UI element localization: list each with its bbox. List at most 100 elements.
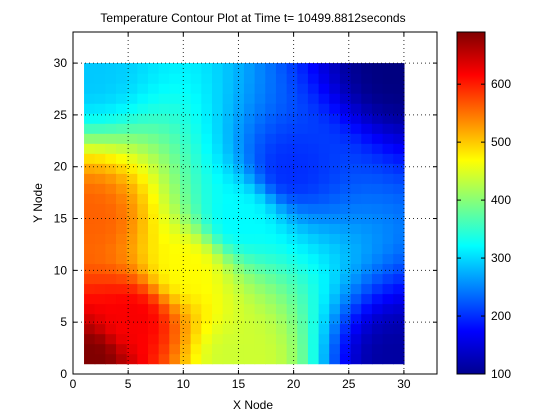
heat-cell bbox=[137, 314, 148, 325]
heat-cell bbox=[127, 153, 138, 164]
heat-cell bbox=[191, 163, 202, 174]
heat-cell bbox=[84, 63, 95, 74]
heat-cell bbox=[95, 123, 106, 134]
heat-cell bbox=[137, 223, 148, 234]
heat-cell bbox=[244, 304, 255, 315]
heat-cell bbox=[201, 103, 212, 114]
heat-cell bbox=[159, 253, 170, 264]
heat-cell bbox=[137, 63, 148, 74]
heat-cell bbox=[383, 283, 394, 294]
heat-cell bbox=[223, 173, 234, 184]
heat-cell bbox=[276, 243, 287, 254]
heat-cell bbox=[297, 273, 308, 284]
heat-cell bbox=[223, 63, 234, 74]
heat-cell bbox=[105, 243, 116, 254]
heat-cell bbox=[287, 324, 298, 335]
heat-cell bbox=[148, 273, 159, 284]
heat-cell bbox=[319, 203, 330, 214]
heat-cell bbox=[191, 294, 202, 305]
heat-cell bbox=[95, 324, 106, 335]
x-tick-label: 5 bbox=[125, 377, 132, 391]
heat-cell bbox=[212, 354, 223, 365]
heat-cell bbox=[287, 73, 298, 84]
heat-cell bbox=[180, 63, 191, 74]
heat-cell bbox=[393, 294, 404, 305]
heat-cell bbox=[308, 63, 319, 74]
heat-cell bbox=[265, 163, 276, 174]
heat-cell bbox=[180, 163, 191, 174]
heat-cell bbox=[212, 223, 223, 234]
heat-cell bbox=[148, 334, 159, 345]
heat-cell bbox=[329, 163, 340, 174]
heat-cell bbox=[287, 133, 298, 144]
heat-cell bbox=[244, 324, 255, 335]
heat-cell bbox=[393, 283, 404, 294]
heat-cell bbox=[105, 344, 116, 355]
heat-cell bbox=[393, 73, 404, 84]
heat-cell bbox=[233, 113, 244, 124]
heat-cell bbox=[383, 263, 394, 274]
heat-cell bbox=[95, 344, 106, 355]
heat-cell bbox=[84, 243, 95, 254]
heat-cell bbox=[148, 83, 159, 94]
heat-cell bbox=[95, 163, 106, 174]
heat-cell bbox=[361, 354, 372, 365]
heat-cell bbox=[351, 213, 362, 224]
heat-cell bbox=[223, 123, 234, 134]
heat-cell bbox=[319, 304, 330, 315]
heat-cell bbox=[191, 243, 202, 254]
heat-cell bbox=[361, 253, 372, 264]
heat-cell bbox=[329, 193, 340, 204]
heat-cell bbox=[201, 324, 212, 335]
heat-cell bbox=[116, 294, 127, 305]
heat-cell bbox=[372, 273, 383, 284]
heat-cell bbox=[276, 103, 287, 114]
heat-cell bbox=[244, 103, 255, 114]
heat-cell bbox=[308, 173, 319, 184]
heatmap-cells bbox=[84, 63, 404, 364]
heat-cell bbox=[169, 73, 180, 84]
heat-cell bbox=[116, 283, 127, 294]
heat-cell bbox=[383, 213, 394, 224]
heat-cell bbox=[351, 103, 362, 114]
heat-cell bbox=[116, 344, 127, 355]
heat-cell bbox=[180, 233, 191, 244]
heat-cell bbox=[180, 324, 191, 335]
heat-cell bbox=[201, 183, 212, 194]
heat-cell bbox=[244, 263, 255, 274]
heat-cell bbox=[159, 203, 170, 214]
heat-cell bbox=[329, 233, 340, 244]
heat-cell bbox=[95, 183, 106, 194]
heat-cell bbox=[255, 73, 266, 84]
heat-cell bbox=[308, 334, 319, 345]
heat-cell bbox=[223, 113, 234, 124]
heat-cell bbox=[105, 233, 116, 244]
heat-cell bbox=[244, 334, 255, 345]
heat-cell bbox=[265, 213, 276, 224]
heat-cell bbox=[116, 223, 127, 234]
heat-cell bbox=[95, 314, 106, 325]
heat-cell bbox=[201, 173, 212, 184]
heat-cell bbox=[361, 344, 372, 355]
heat-cell bbox=[319, 133, 330, 144]
heat-cell bbox=[361, 173, 372, 184]
heat-cell bbox=[223, 253, 234, 264]
heat-cell bbox=[276, 294, 287, 305]
heat-cell bbox=[287, 344, 298, 355]
heat-cell bbox=[148, 173, 159, 184]
heat-cell bbox=[287, 243, 298, 254]
heat-cell bbox=[148, 203, 159, 214]
heat-cell bbox=[297, 334, 308, 345]
heat-cell bbox=[180, 123, 191, 134]
heat-cell bbox=[393, 304, 404, 315]
heat-cell bbox=[297, 93, 308, 104]
heat-cell bbox=[105, 273, 116, 284]
heat-cell bbox=[383, 73, 394, 84]
colorbar-tick-label: 500 bbox=[491, 135, 511, 149]
heat-cell bbox=[180, 354, 191, 365]
heat-cell bbox=[351, 294, 362, 305]
heat-cell bbox=[201, 273, 212, 284]
heat-cell bbox=[297, 203, 308, 214]
heat-cell bbox=[212, 83, 223, 94]
